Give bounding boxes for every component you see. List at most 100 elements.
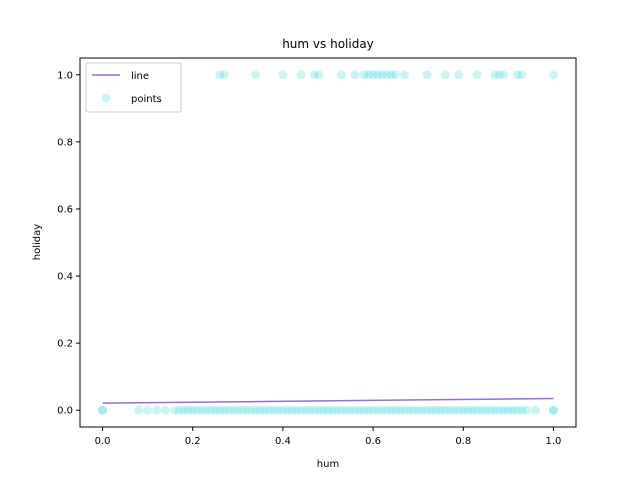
data-point: [382, 70, 392, 80]
data-point: [296, 405, 306, 415]
data-point: [188, 405, 198, 415]
data-point: [463, 405, 473, 415]
data-point: [260, 405, 270, 415]
data-point: [161, 405, 171, 415]
data-point: [219, 70, 229, 80]
data-point: [373, 405, 383, 415]
data-point: [134, 405, 144, 415]
data-point: [458, 405, 468, 415]
y-tick-label: 0.6: [57, 204, 73, 215]
data-point: [395, 405, 405, 415]
data-point: [494, 70, 504, 80]
data-point: [485, 405, 495, 415]
data-point: [503, 405, 513, 415]
data-point: [174, 405, 184, 415]
x-tick-label: 0.8: [455, 436, 471, 447]
data-point: [521, 405, 531, 415]
data-point: [206, 405, 216, 415]
fit-line: [102, 397, 554, 404]
data-point: [472, 70, 482, 80]
data-point: [373, 70, 383, 80]
data-point: [413, 405, 423, 415]
data-point: [517, 405, 527, 415]
data-point: [197, 405, 207, 415]
data-point: [422, 70, 432, 80]
data-point: [445, 405, 455, 415]
data-point: [499, 70, 509, 80]
data-point: [269, 405, 279, 415]
data-point: [382, 405, 392, 415]
data-point: [346, 405, 356, 415]
data-point: [152, 405, 162, 415]
data-point: [219, 405, 229, 415]
data-point: [350, 405, 360, 415]
data-point: [323, 405, 333, 415]
data-point: [228, 405, 238, 415]
data-point: [548, 70, 558, 80]
y-tick-label: 0.8: [57, 137, 73, 148]
data-point: [431, 405, 441, 415]
data-point: [359, 70, 369, 80]
data-point: [296, 70, 306, 80]
data-point: [291, 405, 301, 415]
plot-area: [98, 70, 558, 415]
data-point: [517, 70, 527, 80]
data-point: [530, 405, 540, 415]
data-point: [454, 405, 464, 415]
data-point: [490, 405, 500, 415]
data-point: [237, 405, 247, 415]
data-point: [364, 70, 374, 80]
data-point: [490, 70, 500, 80]
data-point: [309, 405, 319, 415]
data-point: [386, 70, 396, 80]
data-point: [309, 70, 319, 80]
legend-label-points: points: [131, 94, 162, 105]
x-axis-label: hum: [317, 459, 339, 470]
data-point: [467, 405, 477, 415]
data-point: [233, 405, 243, 415]
data-point: [422, 405, 432, 415]
data-point: [440, 405, 450, 415]
data-point: [278, 70, 288, 80]
y-tick-label: 1.0: [57, 70, 73, 81]
data-point: [400, 70, 410, 80]
data-point: [359, 405, 369, 415]
data-point: [314, 70, 324, 80]
x-tick-label: 1.0: [546, 436, 562, 447]
y-tick-label: 0.4: [57, 272, 73, 283]
data-point: [436, 405, 446, 415]
data-point: [318, 405, 328, 415]
data-point: [251, 70, 261, 80]
data-point: [386, 405, 396, 415]
data-point: [314, 405, 324, 415]
data-point: [449, 405, 459, 415]
data-point: [305, 405, 315, 415]
x-tick-label: 0.6: [365, 436, 381, 447]
x-tick-label: 0.0: [95, 436, 111, 447]
data-point: [472, 405, 482, 415]
plot-frame: [79, 57, 577, 428]
data-point: [350, 70, 360, 80]
data-point: [215, 405, 225, 415]
data-point: [499, 405, 509, 415]
data-point: [440, 70, 450, 80]
data-point: [494, 405, 504, 415]
data-point: [409, 405, 419, 415]
data-point: [287, 405, 297, 415]
data-point: [246, 405, 256, 415]
axis-ticks: 0.0 0.2 0.4 0.6 0.8 1.0 0.0 0.2 0.4 0.6 0.8 1.0: [57, 70, 561, 447]
data-point: [391, 70, 401, 80]
data-point: [98, 405, 108, 415]
data-point: [364, 405, 374, 415]
data-point: [368, 405, 378, 415]
data-point: [391, 405, 401, 415]
y-axis-label: holiday: [32, 224, 43, 260]
data-point: [355, 405, 365, 415]
data-point: [512, 70, 522, 80]
data-point: [179, 405, 189, 415]
data-point: [337, 405, 347, 415]
data-point: [255, 405, 265, 415]
data-point: [481, 405, 491, 415]
data-point: [201, 405, 211, 415]
legend-point-swatch: [101, 93, 111, 103]
